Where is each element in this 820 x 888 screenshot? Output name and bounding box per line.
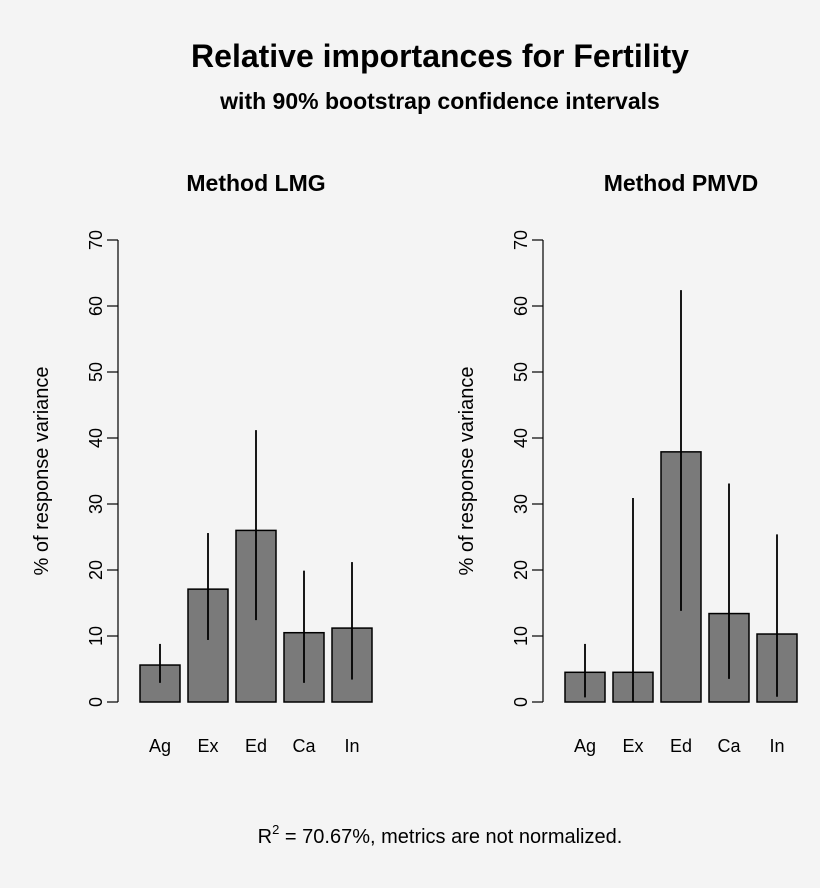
- panel-title: Method PMVD: [604, 170, 759, 196]
- y-tick-label: 10: [511, 626, 531, 646]
- x-tick-label: In: [769, 736, 784, 756]
- y-tick-label: 0: [511, 697, 531, 707]
- y-tick-label: 40: [511, 428, 531, 448]
- y-tick-label: 50: [511, 362, 531, 382]
- y-tick-label: 40: [86, 428, 106, 448]
- x-tick-label: Ca: [717, 736, 741, 756]
- chart-panel-1: Method LMG 0 10 20 30 40 50 60 70 % of response v…: [31, 170, 373, 756]
- x-tick-label: Ed: [245, 736, 267, 756]
- panel-title: Method LMG: [186, 170, 325, 196]
- y-tick-label: 70: [511, 230, 531, 250]
- figure-title: Relative importances for Fertility: [191, 38, 689, 74]
- footnote-r: R: [258, 826, 272, 848]
- footnote-rest: = 70.67%, metrics are not normalized.: [279, 826, 622, 848]
- y-tick-label: 10: [86, 626, 106, 646]
- y-tick-label: 30: [86, 494, 106, 514]
- footnote-sup: 2: [272, 822, 279, 837]
- chart-panel-2: Method PMVD 0 10 20 30 40 50 60 70 % of response …: [456, 170, 798, 756]
- x-tick-label: Ca: [292, 736, 316, 756]
- y-tick-label: 50: [86, 362, 106, 382]
- y-tick-label: 70: [86, 230, 106, 250]
- y-axis-label: % of response variance: [31, 366, 53, 575]
- y-tick-label: 20: [86, 560, 106, 580]
- x-tick-label: Ag: [574, 736, 596, 756]
- y-tick-label: 0: [86, 697, 106, 707]
- y-axis-label: % of response variance: [456, 366, 478, 575]
- chart-panels: Method LMG 0 10 20 30 40 50 60 70 % of response v…: [31, 170, 798, 756]
- figure-subtitle: with 90% bootstrap confidence intervals: [219, 88, 660, 114]
- x-tick-label: In: [344, 736, 359, 756]
- footnote: R2 = 70.67%, metrics are not normalized.: [258, 822, 623, 848]
- x-tick-label: Ex: [197, 736, 218, 756]
- y-tick-label: 60: [511, 296, 531, 316]
- y-tick-label: 60: [86, 296, 106, 316]
- y-tick-label: 20: [511, 560, 531, 580]
- x-tick-label: Ed: [670, 736, 692, 756]
- x-tick-label: Ex: [622, 736, 643, 756]
- x-tick-label: Ag: [149, 736, 171, 756]
- y-tick-label: 30: [511, 494, 531, 514]
